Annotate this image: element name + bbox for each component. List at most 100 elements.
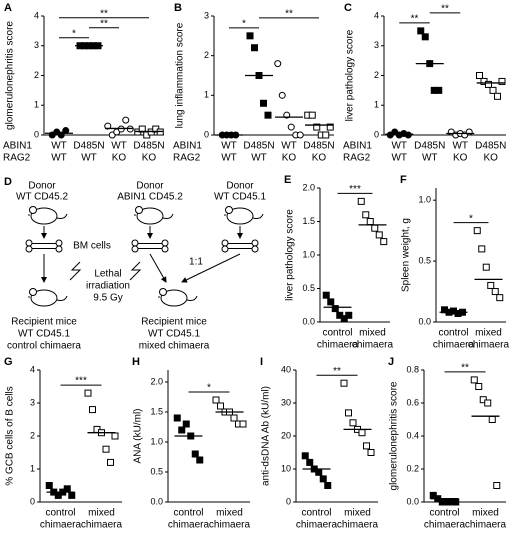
x-tick-label: chimaera <box>465 520 507 531</box>
mouse-icon <box>133 206 174 225</box>
y-tick-label: 1 <box>30 463 35 473</box>
x-tick-label: control <box>45 508 75 519</box>
significance-label: ** <box>441 4 449 15</box>
x-tick-label: chimaera <box>468 340 510 351</box>
y-tick-label: 0 <box>30 496 35 506</box>
data-point <box>196 456 204 464</box>
donor-label: WT CD45.2 <box>16 192 68 203</box>
x-tick-label: KO <box>142 153 157 164</box>
y-tick-label: 0.4 <box>406 430 419 440</box>
data-point <box>363 442 370 450</box>
x-tick-label: chimaera <box>337 520 379 531</box>
x-tick-label: mixed <box>472 508 499 519</box>
y-tick-label: 1.0 <box>302 249 315 259</box>
data-point <box>274 60 282 68</box>
data-point <box>452 498 460 506</box>
data-point <box>340 379 348 387</box>
panel-letter: H <box>132 356 140 368</box>
x-tick-label: D485N <box>303 141 334 152</box>
y-axis-label: Spleen weight, g <box>401 218 412 292</box>
y-tick-label: 1.0 <box>418 195 431 205</box>
significance-label: * <box>469 213 473 224</box>
y-tick-label: 2 <box>204 50 209 60</box>
x-tick-label: WT <box>51 141 67 152</box>
y-tick-label: 0.0 <box>150 496 163 506</box>
donor-label: ABIN1 CD45.2 <box>117 192 183 203</box>
row-label: ABIN1 <box>3 141 32 152</box>
data-point <box>306 458 314 466</box>
data-point <box>322 131 330 139</box>
y-tick-label: 4 <box>374 10 379 20</box>
data-point <box>482 263 490 271</box>
panel-letter: C <box>344 2 352 14</box>
x-tick-label: control <box>429 508 459 519</box>
significance-label: * <box>72 28 76 39</box>
bone-icon <box>131 239 169 253</box>
data-point <box>246 32 254 40</box>
x-tick-label: mixed <box>475 328 502 339</box>
y-axis-label: anti-dsDNA Ab (kU/ml) <box>261 386 272 486</box>
significance-label: * <box>207 383 211 394</box>
x-tick-label: chimaera <box>296 520 338 531</box>
x-tick-label: mixed <box>359 328 386 339</box>
x-tick-label: WT <box>221 153 237 164</box>
bone-icon <box>221 239 259 253</box>
x-tick-label: chimaera <box>81 520 123 531</box>
ratio-label: 1:1 <box>189 257 203 268</box>
data-point <box>435 86 443 94</box>
x-tick-label: control <box>173 508 203 519</box>
data-point <box>313 123 321 131</box>
mouse-icon <box>157 288 198 307</box>
recipient-label: Recipient mice <box>11 317 77 328</box>
y-tick-label: 0.2 <box>406 463 419 473</box>
data-point <box>173 414 181 422</box>
y-tick-label: 4 <box>34 10 39 20</box>
x-tick-label: D485N <box>475 141 506 152</box>
x-tick-label: mixed <box>216 508 243 519</box>
data-point <box>345 311 353 319</box>
x-tick-label: KO <box>484 153 499 164</box>
y-tick-label: 1 <box>34 100 39 110</box>
data-point <box>296 131 304 139</box>
x-tick-label: chimaera <box>40 520 82 531</box>
x-tick-label: WT <box>281 141 297 152</box>
data-point <box>491 288 499 296</box>
data-point <box>478 245 486 253</box>
data-point <box>182 420 190 428</box>
significance-label: ** <box>411 14 419 25</box>
recipient-label: WT CD45.1 <box>18 329 70 340</box>
y-tick-label: 2 <box>30 430 35 440</box>
y-tick-label: 3 <box>34 40 39 50</box>
y-axis-label: glomerulonephritis score <box>389 381 400 490</box>
data-point <box>68 491 76 499</box>
significance-label: ** <box>461 363 469 374</box>
x-tick-label: D485N <box>243 141 274 152</box>
data-point <box>357 197 365 205</box>
data-point <box>327 298 335 306</box>
donor-label: WT CD45.1 <box>214 192 266 203</box>
data-point <box>362 211 370 219</box>
data-point <box>489 86 497 94</box>
y-tick-label: 1.0 <box>150 436 163 446</box>
panel-letter: D <box>4 176 12 188</box>
data-point <box>308 111 316 119</box>
x-tick-label: chimaera <box>209 520 251 531</box>
y-tick-label: 1.5 <box>150 406 163 416</box>
data-point <box>366 218 374 225</box>
data-point <box>319 475 327 483</box>
recipient-label: control chimaera <box>7 341 81 352</box>
significance-label: ** <box>100 18 108 29</box>
data-point <box>331 305 339 313</box>
x-tick-label: WT <box>391 153 407 164</box>
row-label: RAG2 <box>173 153 201 164</box>
data-point <box>230 414 238 422</box>
x-tick-label: KO <box>453 153 468 164</box>
mouse-icon <box>27 206 68 225</box>
panel-letter: A <box>4 2 12 14</box>
x-tick-label: control <box>301 508 331 519</box>
recipient-label: WT CD45.1 <box>148 329 200 340</box>
x-tick-label: chimaera <box>433 340 475 351</box>
y-tick-label: 0.0 <box>406 496 419 506</box>
diagram: D Donor WT CD45.2 Donor ABIN1 CD45.2 Don… <box>4 176 266 352</box>
y-tick-label: 3 <box>374 40 379 50</box>
